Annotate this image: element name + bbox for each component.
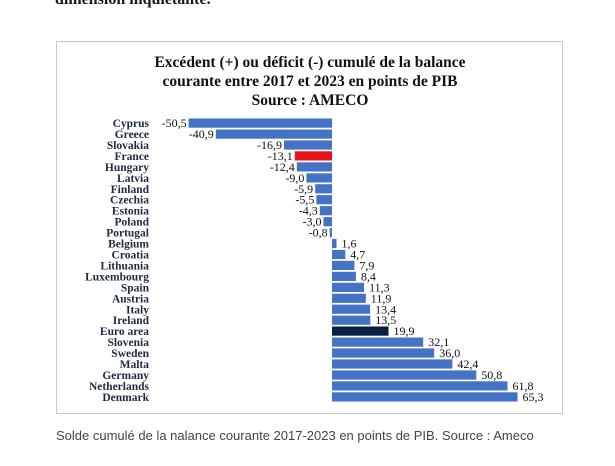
category-label-portugal: Portugal bbox=[106, 228, 149, 240]
value-label-czechia: -5,5 bbox=[295, 193, 314, 207]
value-label-croatia: 4,7 bbox=[350, 248, 365, 262]
value-label-france: -13,1 bbox=[268, 149, 293, 163]
value-label-latvia: -9,0 bbox=[285, 171, 304, 185]
value-label-austria: 11,9 bbox=[371, 291, 392, 305]
bars-group bbox=[188, 118, 518, 402]
category-labels: CyprusGreeceSlovakiaFranceHungaryLatviaF… bbox=[85, 118, 150, 404]
category-label-netherlands: Netherlands bbox=[89, 381, 150, 393]
bar-poland bbox=[323, 217, 332, 227]
horizontal-bar-chart: Excédent (+) ou déficit (-) cumulé de la… bbox=[85, 54, 544, 404]
chart-figure: Excédent (+) ou déficit (-) cumulé de la… bbox=[56, 41, 563, 414]
article-text-fragment: dimension inquiétante. bbox=[55, 0, 211, 9]
bar-ireland bbox=[332, 315, 371, 325]
category-label-sweden: Sweden bbox=[111, 348, 149, 360]
category-label-austria: Austria bbox=[112, 293, 149, 305]
bar-cyprus bbox=[188, 118, 332, 128]
bar-croatia bbox=[332, 249, 346, 260]
bar-spain bbox=[332, 282, 365, 292]
category-label-poland: Poland bbox=[114, 217, 149, 229]
value-label-cyprus: -50,5 bbox=[162, 116, 187, 130]
chart-title-line-1: Excédent (+) ou déficit (-) cumulé de la… bbox=[154, 54, 465, 71]
category-label-belgium: Belgium bbox=[108, 239, 149, 251]
bar-hungary bbox=[296, 162, 332, 172]
category-label-latvia: Latvia bbox=[117, 173, 149, 185]
value-label-greece: -40,9 bbox=[189, 127, 214, 141]
value-label-euro-area: 19,9 bbox=[394, 324, 415, 338]
bar-portugal bbox=[329, 228, 332, 238]
category-label-greece: Greece bbox=[115, 129, 149, 141]
value-labels: -50,5-40,9 -16,9-13,1-12,4-9,0-5,9-5,5-4,… bbox=[162, 116, 544, 404]
bar-belgium bbox=[332, 238, 337, 249]
category-label-spain: Spain bbox=[121, 282, 150, 294]
value-label-ireland: 13,5 bbox=[375, 313, 396, 327]
bar-austria bbox=[332, 293, 366, 303]
value-label-finland: -5,9 bbox=[294, 182, 313, 196]
category-label-czechia: Czechia bbox=[110, 195, 149, 207]
chart-title-line-3: Source : AMECO bbox=[252, 92, 369, 109]
category-label-denmark: Denmark bbox=[102, 392, 149, 404]
bar-sweden bbox=[332, 348, 435, 358]
category-label-slovenia: Slovenia bbox=[107, 337, 149, 349]
value-label-belgium: 1,6 bbox=[342, 237, 357, 251]
value-label-italy: 13,4 bbox=[375, 302, 396, 316]
figure-caption: Solde cumulé de la nalance courante 2017… bbox=[56, 428, 534, 443]
bar-lithuania bbox=[332, 260, 355, 270]
bar-slovakia bbox=[284, 140, 332, 150]
value-label-spain: 11,3 bbox=[369, 280, 390, 294]
value-label-luxembourg: 8,4 bbox=[361, 269, 376, 283]
value-label-malta: 42,4 bbox=[457, 357, 478, 371]
bar-netherlands bbox=[332, 381, 508, 391]
category-label-malta: Malta bbox=[120, 359, 150, 371]
value-label-denmark: 65,3 bbox=[523, 390, 544, 404]
value-label-poland: -3,0 bbox=[303, 215, 322, 229]
bar-estonia bbox=[319, 206, 332, 216]
bar-malta bbox=[332, 359, 453, 369]
value-label-netherlands: 61,8 bbox=[513, 379, 534, 393]
bar-france bbox=[294, 151, 332, 161]
value-label-portugal: -0,8 bbox=[309, 226, 328, 240]
bar-latvia bbox=[306, 173, 332, 183]
category-label-euro-area: Euro area bbox=[100, 326, 149, 338]
category-label-italy: Italy bbox=[126, 304, 149, 316]
category-label-croatia: Croatia bbox=[112, 250, 150, 262]
bar-greece bbox=[215, 129, 332, 139]
bar-germany bbox=[332, 370, 477, 380]
category-label-ireland: Ireland bbox=[113, 315, 150, 327]
category-label-germany: Germany bbox=[102, 370, 149, 382]
category-label-luxembourg: Luxembourg bbox=[85, 271, 149, 283]
category-label-slovakia: Slovakia bbox=[107, 140, 149, 152]
value-label-slovenia: 32,1 bbox=[428, 335, 449, 349]
value-label-sweden: 36,0 bbox=[439, 346, 460, 360]
category-label-lithuania: Lithuania bbox=[100, 260, 149, 272]
category-label-hungary: Hungary bbox=[105, 162, 149, 174]
bar-euro-area bbox=[332, 326, 389, 336]
value-label-germany: 50,8 bbox=[481, 368, 502, 382]
bar-luxembourg bbox=[332, 271, 356, 281]
category-label-finland: Finland bbox=[111, 184, 150, 196]
category-label-estonia: Estonia bbox=[112, 206, 149, 218]
bar-finland bbox=[315, 184, 332, 194]
bar-denmark bbox=[332, 392, 518, 402]
bar-slovenia bbox=[332, 337, 424, 347]
value-label-estonia: -4,3 bbox=[299, 204, 318, 218]
chart-title-line-2: courante entre 2017 et 2023 en points de… bbox=[162, 73, 457, 90]
bar-italy bbox=[332, 304, 371, 314]
chart-title: Excédent (+) ou déficit (-) cumulé de la… bbox=[154, 54, 465, 109]
category-label-cyprus: Cyprus bbox=[113, 118, 150, 130]
value-label-hungary: -12,4 bbox=[270, 160, 295, 174]
bar-czechia bbox=[316, 195, 332, 205]
value-label-lithuania: 7,9 bbox=[359, 258, 374, 272]
value-label-slovakia: -16,9 bbox=[257, 138, 282, 152]
category-label-france: France bbox=[115, 151, 149, 163]
